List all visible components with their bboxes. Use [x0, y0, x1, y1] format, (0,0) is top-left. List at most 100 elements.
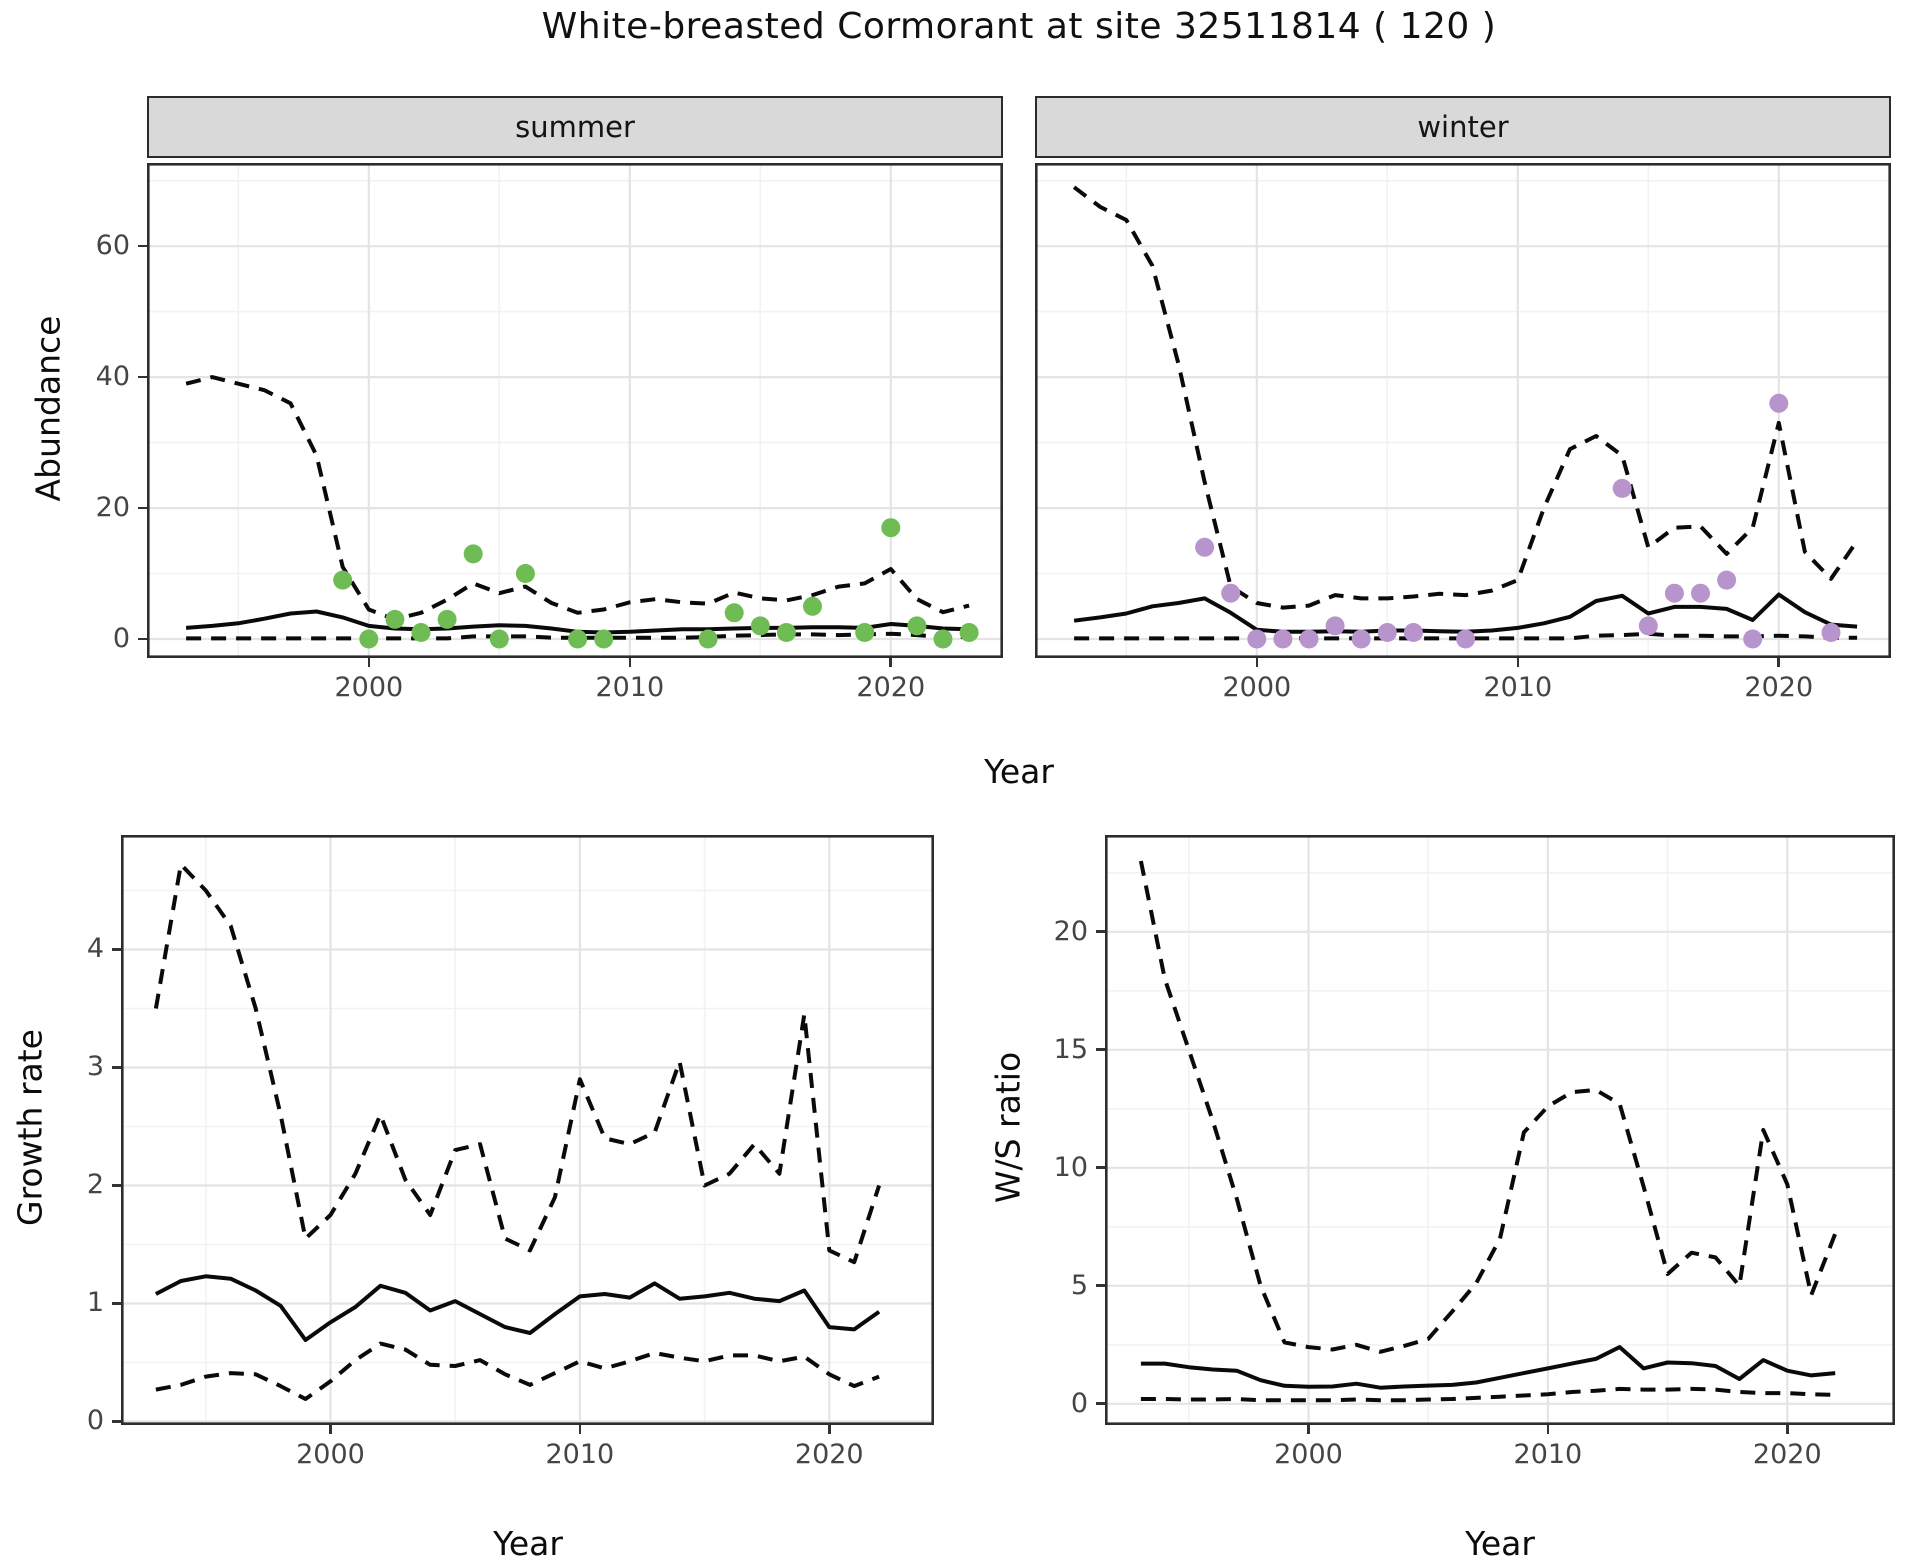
growth-median-line: [154, 1274, 881, 1342]
y-tick-label: 2: [86, 1169, 104, 1201]
observed-counts-winter-point: [1195, 537, 1215, 557]
y-tick-label: 5: [1070, 1269, 1088, 1301]
y-tick-label: 20: [1053, 915, 1088, 947]
summer-lower_ci-line: [186, 631, 970, 641]
summer-upper_ci-line: [185, 375, 970, 622]
x-tick-label: 2020: [1752, 1439, 1822, 1470]
facet-strip-winter-label: winter: [1417, 110, 1509, 144]
y-tick-label: 1: [86, 1287, 104, 1319]
y-tick-label: 60: [95, 230, 130, 262]
observed-counts-winter-point: [1325, 616, 1345, 636]
observed-counts-summer-point: [803, 596, 822, 616]
observed-counts-winter-point: [1612, 478, 1632, 498]
ws-lower_ci-line: [1140, 1386, 1836, 1403]
observed-counts-summer-point: [437, 609, 457, 629]
y-tick-mark: [138, 637, 147, 641]
observed-counts-winter-point: [1456, 629, 1476, 649]
facet-strip-winter: winter: [1035, 96, 1891, 158]
x-tick-label: 2000: [334, 672, 404, 703]
observed-counts-winter-point: [1821, 623, 1841, 642]
y-tick-mark: [112, 1420, 121, 1423]
x-tick-mark: [1255, 658, 1259, 667]
ws-median-line: [1140, 1345, 1836, 1390]
observed-counts-winter-point: [1299, 629, 1319, 649]
x-tick-label: 2010: [595, 672, 665, 703]
observed-counts-winter-point: [1221, 583, 1241, 603]
observed-counts-summer-point: [959, 623, 979, 642]
abundance-winter-panel: [1035, 163, 1891, 658]
observed-counts-winter-point: [1247, 629, 1267, 649]
observed-counts-winter-point: [1769, 393, 1789, 413]
abundance-summer-panel: [147, 163, 1003, 658]
y-tick-mark: [1096, 1402, 1105, 1406]
y-tick-mark: [112, 1184, 121, 1187]
y-tick-label: 0: [1070, 1387, 1088, 1419]
observed-counts-winter-point: [1664, 583, 1684, 603]
y-tick-mark: [1096, 1166, 1105, 1170]
observed-counts-summer-point: [881, 518, 901, 538]
observed-counts-winter-point: [1743, 629, 1763, 649]
x-tick-label: 2000: [296, 1439, 365, 1470]
y-tick-label: 4: [86, 933, 104, 965]
x-tick-mark: [889, 658, 893, 667]
observed-counts-summer-point: [411, 623, 431, 642]
growth-rate-panel: [121, 835, 934, 1425]
observed-counts-summer-point: [594, 629, 614, 649]
facet-strip-summer: summer: [147, 96, 1003, 158]
observed-counts-winter-point: [1717, 570, 1737, 590]
y-tick-label: 20: [95, 492, 130, 524]
growth-upper_ci-line: [153, 862, 882, 1265]
x-tick-mark: [1785, 1425, 1789, 1434]
x-tick-mark: [1307, 1425, 1310, 1434]
y-tick-mark: [1096, 1048, 1105, 1052]
observed-counts-winter-point: [1638, 616, 1658, 636]
growth-lower_ci-line: [155, 1341, 880, 1401]
observed-counts-summer-point: [463, 544, 483, 564]
y-tick-label: 3: [86, 1051, 104, 1083]
y-tick-label: 10: [1053, 1151, 1088, 1183]
x-tick-mark: [367, 658, 371, 667]
observed-counts-winter-point: [1691, 583, 1710, 603]
x-tick-mark: [827, 1425, 831, 1434]
x-tick-label: 2010: [545, 1439, 615, 1470]
x-tick-label: 2000: [1222, 672, 1292, 703]
y-tick-mark: [112, 1302, 121, 1305]
x-tick-label: 2020: [794, 1439, 864, 1470]
y-tick-label: 15: [1053, 1033, 1088, 1065]
x-tick-label: 2020: [856, 672, 926, 703]
x-tick-mark: [578, 1425, 582, 1434]
x-tick-mark: [628, 658, 632, 667]
observed-counts-summer-point: [333, 570, 353, 590]
y-tick-label: 0: [86, 1405, 104, 1437]
observed-counts-summer-point: [933, 629, 953, 649]
observed-counts-summer-point: [750, 616, 770, 636]
y-tick-mark: [138, 244, 147, 248]
observed-counts-summer-point: [515, 564, 535, 583]
observed-counts-summer-point: [489, 629, 509, 649]
observed-counts-summer-point: [907, 616, 927, 636]
observed-counts-winter-point: [1351, 629, 1371, 649]
y-tick-mark: [138, 375, 147, 379]
x-tick-mark: [1516, 658, 1520, 667]
x-tick-label: 2010: [1513, 1439, 1583, 1470]
facet-strip-summer-label: summer: [515, 110, 635, 144]
x-tick-label: 2010: [1483, 672, 1553, 703]
observed-counts-summer-point: [385, 609, 405, 629]
ws-ratio-panel: [1105, 835, 1895, 1425]
y-tick-label: 0: [112, 623, 130, 654]
observed-counts-summer-point: [359, 629, 379, 649]
x-tick-mark: [329, 1425, 332, 1434]
x-tick-label: 2020: [1744, 672, 1814, 703]
y-tick-mark: [138, 506, 147, 510]
page-title: White-breasted Cormorant at site 3251181…: [541, 6, 1497, 47]
observed-counts-summer-point: [776, 623, 796, 642]
y-tick-label: 40: [95, 361, 130, 393]
x-tick-label: 2000: [1274, 1439, 1343, 1470]
observed-counts-winter-point: [1377, 623, 1397, 642]
winter-lower_ci-line: [1074, 631, 1858, 641]
y-tick-mark: [1096, 1284, 1105, 1288]
x-tick-mark: [1546, 1425, 1550, 1434]
y-tick-mark: [112, 1066, 121, 1069]
observed-counts-summer-point: [724, 603, 744, 623]
